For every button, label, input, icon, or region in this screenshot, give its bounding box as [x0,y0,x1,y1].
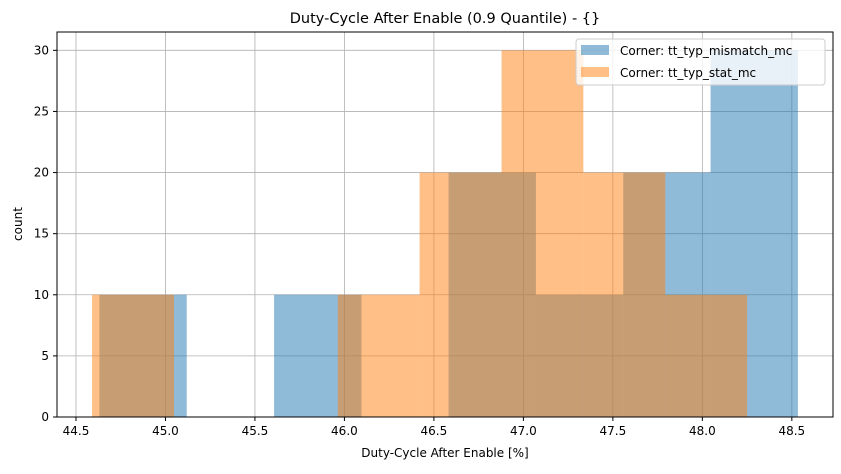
legend-box [575,38,826,86]
histogram-bar-series-1 [419,172,502,417]
histogram-bar-series-1 [501,50,584,417]
y-tick-label: 5 [41,349,49,363]
histogram-bar-series-1 [665,294,748,417]
histogram-bar-series-1 [337,294,420,417]
y-tick-label: 10 [34,288,49,302]
legend-swatch-stat [581,67,609,77]
x-tick-label: 44.5 [63,424,90,438]
y-tick-label: 15 [34,227,49,241]
x-tick-label: 47.0 [510,424,537,438]
y-axis-ticks: 0 5 10 15 20 25 30 [34,43,57,424]
bars [92,50,798,417]
y-tick-label: 25 [34,104,49,118]
x-axis-ticks: 44.5 45.0 45.5 46.0 46.5 47.0 47.5 48.0 48.5 [63,417,805,438]
x-axis-label: Duty-Cycle After Enable [%] [361,446,528,460]
histogram-bar-series-1 [92,294,175,417]
x-tick-label: 45.0 [152,424,179,438]
histogram-bar-series-1 [583,172,666,417]
y-tick-label: 0 [41,410,49,424]
x-tick-label: 46.5 [421,424,448,438]
legend-swatch-mismatch [581,45,609,55]
chart-title: Duty-Cycle After Enable (0.9 Quantile) -… [290,11,601,27]
legend-label-mismatch: Corner: tt_typ_mismatch_mc [620,44,792,58]
y-axis-label: count [11,207,25,241]
axes-frame [56,31,834,418]
x-tick-label: 46.0 [331,424,358,438]
y-tick-label: 20 [34,166,49,180]
x-tick-label: 47.5 [600,424,627,438]
x-tick-label: 45.5 [242,424,269,438]
legend-label-stat: Corner: tt_typ_stat_mc [620,66,756,80]
legend: Corner: tt_typ_mismatch_mc Corner: tt_ty… [575,38,826,86]
y-tick-label: 30 [34,43,49,57]
x-tick-label: 48.0 [689,424,716,438]
x-tick-label: 48.5 [778,424,805,438]
